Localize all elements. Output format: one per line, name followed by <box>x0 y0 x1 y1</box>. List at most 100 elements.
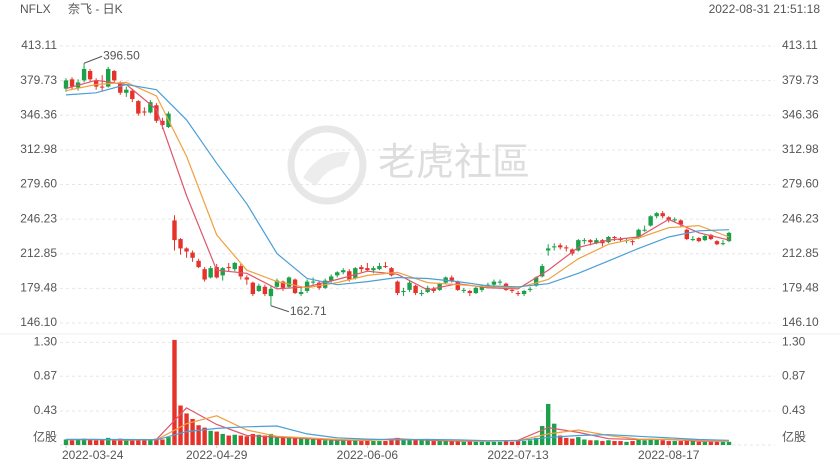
volume-bar <box>148 439 153 445</box>
volume-tick-label: 亿股 <box>33 429 57 444</box>
y-tick-label-right: 212.85 <box>782 246 819 260</box>
candle-body <box>594 240 599 244</box>
volume-bar <box>636 439 641 445</box>
volume-bar <box>262 435 268 445</box>
volume-bar <box>292 437 298 445</box>
volume-tick-label: 0.43 <box>34 403 58 417</box>
volume-bar <box>160 439 165 445</box>
volume-bar <box>678 441 683 445</box>
candle-body <box>660 213 665 217</box>
volume-bar <box>672 441 677 445</box>
candle-body <box>256 285 262 291</box>
candle-body <box>648 216 653 226</box>
volume-bar <box>322 440 328 445</box>
volume-bar <box>437 441 442 445</box>
candle-body <box>292 279 298 294</box>
candle-body <box>105 68 111 87</box>
candle-body <box>696 238 702 242</box>
candle-body <box>413 285 418 294</box>
candle-body <box>280 281 286 288</box>
candle-body <box>437 283 442 290</box>
candle-body <box>160 120 165 125</box>
symbol: NFLX <box>20 2 51 16</box>
volume-bar <box>256 434 262 445</box>
candle-body <box>588 240 593 243</box>
volume-bar <box>564 437 569 445</box>
volume-bar <box>624 441 629 445</box>
volume-bar <box>298 438 304 445</box>
volume-bar <box>558 435 563 445</box>
volume-bar <box>389 440 394 445</box>
volume-bar <box>81 438 87 445</box>
candle-body <box>250 282 256 295</box>
candle-body <box>582 240 587 242</box>
candle-body <box>81 68 87 81</box>
candle-body <box>672 219 677 221</box>
volume-bar <box>552 423 557 445</box>
y-tick-label: 379.73 <box>20 73 57 87</box>
candle-body <box>347 271 352 280</box>
volume-bar <box>202 427 207 445</box>
candle-body <box>142 111 147 113</box>
volume-bar <box>527 440 533 445</box>
candle-body <box>268 288 274 297</box>
volume-bar <box>329 440 334 445</box>
volume-bar <box>497 441 503 445</box>
y-tick-label: 179.48 <box>20 281 57 295</box>
candle-body <box>87 71 93 80</box>
volume-bar <box>226 435 231 445</box>
candle-body <box>521 290 527 295</box>
volume-bar <box>250 433 256 445</box>
candle-body <box>509 289 515 291</box>
candle-body <box>329 276 334 281</box>
x-tick-label: 2022-04-29 <box>186 448 248 462</box>
candle-body <box>431 288 436 291</box>
candle-body <box>124 89 129 93</box>
candle-body <box>359 267 364 270</box>
volume-bar <box>576 437 581 445</box>
volume-bar <box>274 436 280 445</box>
x-tick-label: 2022-08-17 <box>638 448 700 462</box>
candle-body <box>720 243 726 245</box>
candle-body <box>208 268 213 278</box>
volume-bar <box>130 440 135 445</box>
volume-bar <box>600 441 605 445</box>
volume-bar <box>232 434 237 445</box>
candle-body <box>539 266 545 277</box>
candle-body <box>401 290 406 292</box>
volume-bar <box>365 440 370 445</box>
volume-bar <box>491 441 497 445</box>
y-tick-label-right: 379.73 <box>782 73 819 87</box>
y-tick-label-right: 346.36 <box>782 107 819 121</box>
y-tick-label-right: 246.23 <box>782 211 819 225</box>
volume-bar <box>467 441 473 445</box>
candle-body <box>455 281 460 290</box>
volume-bar <box>268 433 274 445</box>
candle-body <box>220 268 225 276</box>
volume-bar <box>642 440 647 445</box>
volume-bar <box>648 438 653 445</box>
candle-body <box>419 293 424 295</box>
candle-body <box>154 105 159 121</box>
volume-bar <box>612 441 617 445</box>
x-tick-label: 2022-07-13 <box>487 448 549 462</box>
watermark-logo <box>287 125 367 205</box>
candle-body <box>545 248 551 251</box>
candle-body <box>395 281 400 294</box>
volume-bar <box>401 438 406 445</box>
candle-body <box>558 245 563 248</box>
volume-bar <box>455 441 460 445</box>
volume-bar <box>431 441 436 445</box>
candle-body <box>371 268 376 271</box>
candle-body <box>714 241 720 245</box>
annotation-leader <box>270 305 290 313</box>
candle-body <box>244 277 250 280</box>
x-tick-label: 2022-03-24 <box>62 448 124 462</box>
volume-tick-label-right: 0.87 <box>782 368 806 382</box>
volume-bar <box>425 440 430 445</box>
volume-bar <box>630 441 635 445</box>
volume-bar <box>99 439 105 445</box>
candle-body <box>383 266 388 268</box>
candle-body <box>184 248 189 252</box>
